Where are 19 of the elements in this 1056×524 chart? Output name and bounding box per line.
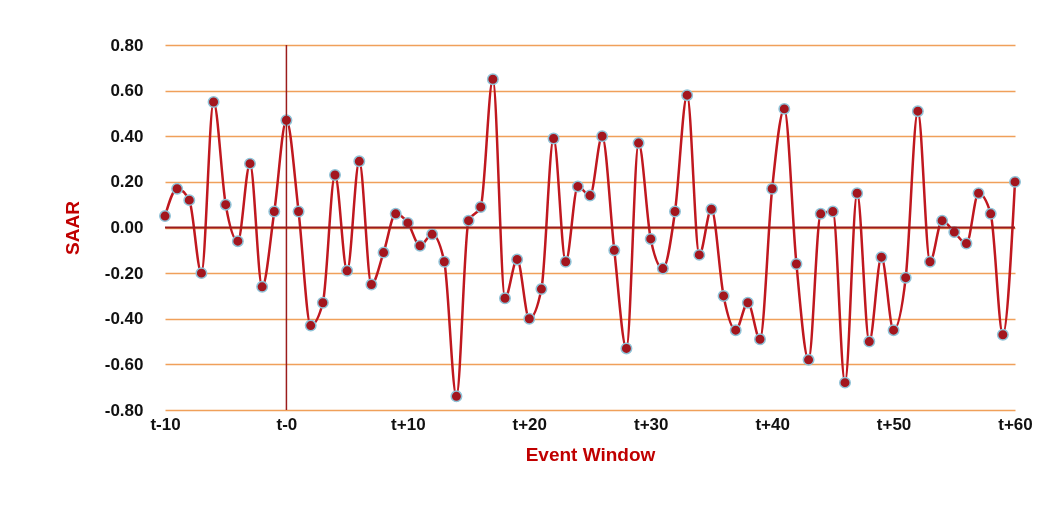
x-axis-title: Event Window [525, 444, 656, 465]
y-tick-label: 0.00 [110, 218, 144, 237]
y-tick-label: -0.20 [104, 263, 144, 283]
y-tick-label: -0.80 [104, 400, 144, 420]
x-tick-label: t+60 [998, 414, 1033, 434]
x-tick-label: t-0 [276, 414, 298, 434]
x-tick-label: t+40 [755, 414, 790, 434]
y-tick-label: 0.80 [110, 35, 144, 55]
x-tick-label: t-10 [150, 414, 181, 434]
y-tick-label: -0.40 [104, 309, 144, 329]
y-tick-label: 0.40 [110, 126, 144, 146]
x-tick-label: t+20 [512, 414, 548, 434]
y-tick-label: 0.20 [110, 172, 144, 192]
x-tick-label: t+30 [633, 414, 669, 434]
x-tick-label: t+10 [391, 414, 426, 434]
x-tick-label: t+50 [876, 414, 912, 434]
y-tick-label: -0.60 [104, 354, 144, 374]
y-tick-label: 0.60 [110, 81, 144, 101]
y-axis-title: SAAR [61, 200, 83, 255]
